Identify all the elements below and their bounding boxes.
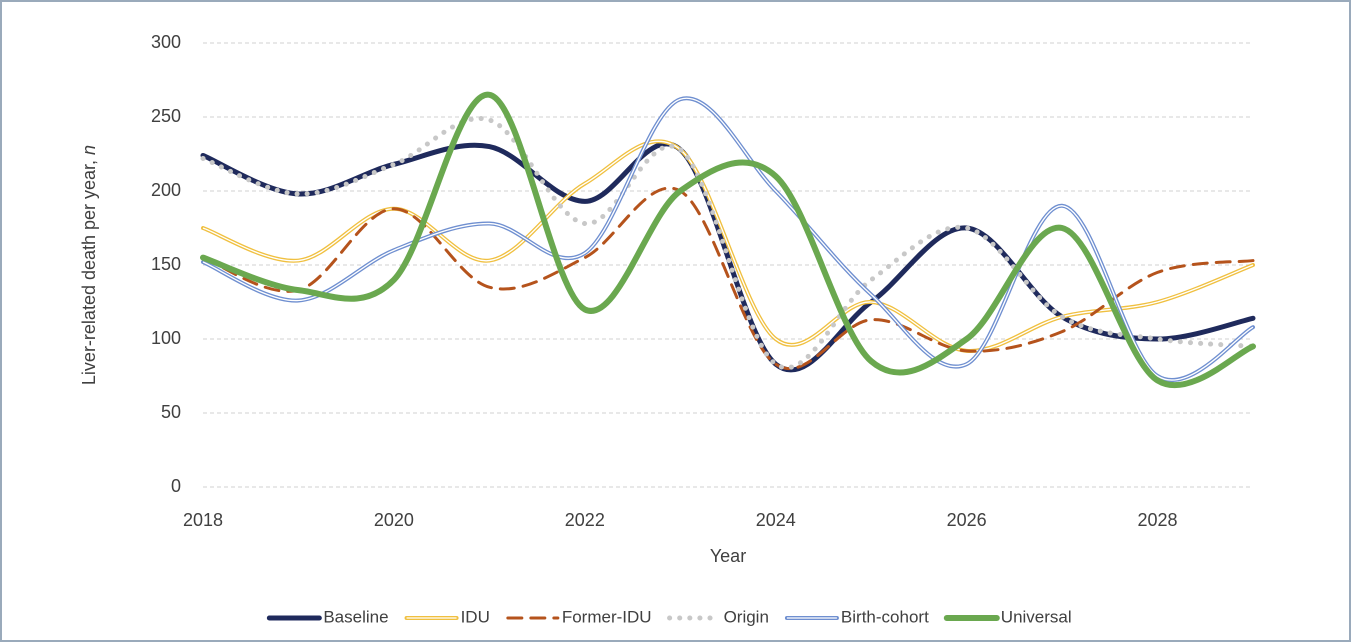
series-line-inner (202, 97, 1254, 381)
y-tick-label: 50 (161, 402, 181, 422)
series-line (200, 91, 1256, 389)
legend-label: Origin (724, 607, 769, 626)
legend-label: Former-IDU (562, 607, 652, 626)
series-line (201, 186, 1255, 370)
series-line (200, 141, 1256, 373)
x-tick-label: 2018 (183, 510, 223, 530)
y-tick-label: 0 (171, 476, 181, 496)
x-tick-label: 2022 (565, 510, 605, 530)
y-tick-label: 250 (151, 106, 181, 126)
legend-label: Baseline (323, 607, 388, 626)
x-axis-label: Year (710, 546, 746, 566)
grid: 0 50 100 150 200 250 300 2018 2020 2022 2024 2026 20… (151, 32, 1253, 530)
legend-label: Universal (1001, 607, 1072, 626)
x-tick-label: 2024 (756, 510, 796, 530)
y-tick-label: 200 (151, 180, 181, 200)
y-tick-label: 300 (151, 32, 181, 52)
y-axis-label-text: Liver-related death per year, (79, 155, 99, 385)
y-tick-label: 100 (151, 328, 181, 348)
x-tick-label: 2026 (947, 510, 987, 530)
x-tick-label: 2028 (1138, 510, 1178, 530)
y-tick-label: 150 (151, 254, 181, 274)
series-line (200, 116, 1256, 370)
lines (200, 91, 1256, 389)
y-axis-label-italic: n (79, 145, 99, 155)
y-axis-label: Liver-related death per year, n (79, 145, 99, 385)
legend: Baseline IDU Former-IDU Origin Birth-cohort U… (266, 607, 1072, 626)
legend-label: Birth-cohort (841, 607, 929, 626)
x-tick-label: 2020 (374, 510, 414, 530)
legend-label: IDU (461, 607, 490, 626)
